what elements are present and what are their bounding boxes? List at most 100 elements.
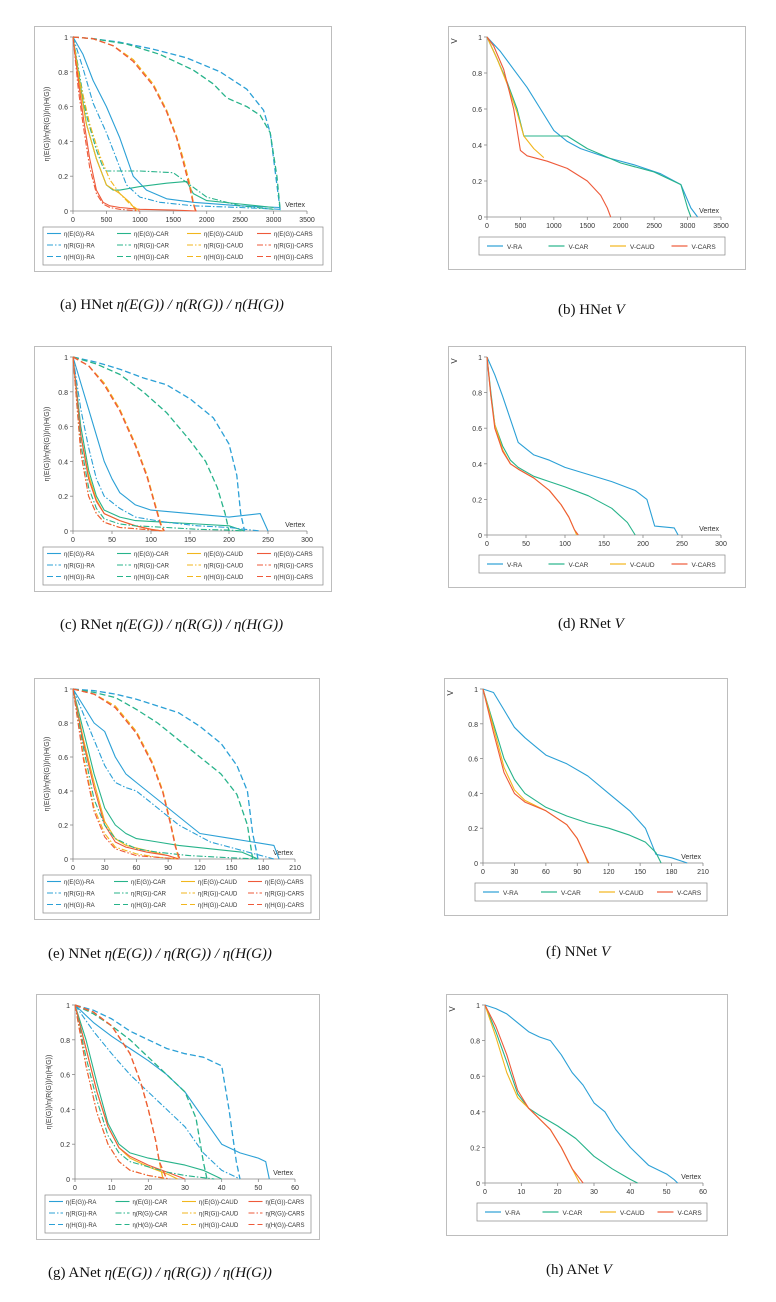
chart-panel-a: 0 0.2 0.4 0.6 0.8 1 0 500 1000 1500 2000 2500 3000 35… — [34, 26, 332, 272]
series-line-v-car — [482, 688, 662, 864]
series-line-h-g-cars — [74, 1004, 168, 1180]
legend-label: η(E(G))-RA — [64, 552, 94, 558]
series-line-v-cars — [486, 356, 579, 536]
legend-label: η(R(G))-RA — [64, 244, 95, 250]
series-line-h-g-cars — [72, 356, 165, 532]
x-tick-label: 1000 — [132, 217, 148, 224]
legend-label: η(H(G))-CAUD — [198, 903, 238, 909]
legend-label: V-CAUD — [619, 890, 644, 897]
series-line-e-g-caud — [72, 356, 163, 532]
legend-label: η(H(G))-CARS — [274, 255, 313, 261]
y-axis-label: η(E(G))/η(R(G))/η(H(G)) — [44, 87, 51, 162]
y-tick-label: 1 — [478, 35, 482, 42]
x-tick-label: 30 — [590, 1189, 598, 1196]
y-tick-label: 0.8 — [58, 390, 68, 397]
chart-g: 00.20.40.60.810 10 20 30 40 50 60Vertexη(E(G))… — [44, 1003, 312, 1234]
x-tick-label: 60 — [542, 869, 550, 876]
y-tick-label: 1 — [476, 1003, 480, 1010]
y-tick-label: 1 — [66, 1003, 70, 1010]
legend-label: V-CAUD — [630, 244, 655, 251]
caption-d-label: (d) RNet — [558, 616, 611, 632]
legend-label: η(R(G))-CARS — [274, 244, 313, 250]
series-line-h-g-car — [74, 1004, 208, 1180]
caption-c-label: (c) RNet — [60, 617, 113, 633]
series-line-h-g-car — [72, 36, 281, 212]
y-tick-label: 0.2 — [60, 1142, 70, 1149]
y-axis-label: V — [450, 358, 459, 364]
legend-box — [474, 882, 708, 902]
series-line-r-g-caud — [74, 1004, 167, 1180]
series-line-r-g-car — [72, 36, 274, 210]
chart-panel-h: 0 0.2 0.4 0.6 0.8 1 0 10 20 30 40 50 60 Vertex V V-RA V-… — [446, 994, 728, 1236]
caption-e-formula: η(E(G)) / η(R(G)) / η(H(G)) — [104, 946, 272, 962]
caption-e: (e) NNet η(E(G)) / η(R(G)) / η(H(G)) — [48, 946, 272, 963]
y-axis-label: V — [446, 690, 455, 696]
series-line-h-g-ra — [72, 356, 246, 532]
legend-label: η(H(G))-RA — [64, 255, 95, 261]
y-tick-label: 0 — [64, 857, 68, 864]
y-tick-label: 1 — [64, 355, 68, 362]
chart-a: 0 0.2 0.4 0.6 0.8 1 0 500 1000 1500 2000 2500 3000 35… — [42, 35, 324, 266]
series-line-e-g-car — [72, 356, 245, 532]
legend-label: η(R(G))-RA — [64, 564, 95, 570]
series-line-r-g-ra — [72, 356, 261, 532]
y-tick-label: 0 — [64, 529, 68, 536]
x-axis-label: Vertex — [285, 522, 305, 529]
chart-panel-c: 0 0.2 0.4 0.6 0.8 1 0 50 100 150 200 250 300 Vertex η(… — [34, 346, 332, 592]
x-tick-label: 210 — [697, 869, 709, 876]
series-line-r-g-cars — [74, 1004, 171, 1180]
legend-label: η(R(G))-CARS — [274, 564, 313, 570]
x-tick-label: 150 — [184, 537, 196, 544]
y-tick-label: 0.4 — [472, 462, 482, 469]
x-tick-label: 120 — [603, 869, 615, 876]
legend-label: η(E(G))-CARS — [274, 552, 313, 558]
y-tick-label: 0.4 — [470, 1110, 480, 1117]
caption-h: (h) ANet V — [546, 1262, 612, 1279]
legend-label: η(R(G))-CAR — [134, 564, 170, 570]
series-line-r-g-ra — [72, 36, 281, 210]
y-tick-label: 0 — [474, 861, 478, 868]
legend-label: η(R(G))-CAUD — [198, 892, 238, 898]
series-line-h-g-car — [72, 356, 230, 532]
legend-label: η(H(G))-CAUD — [204, 255, 244, 261]
y-tick-label: 0.6 — [470, 1074, 480, 1081]
legend-label: η(E(G))-RA — [64, 232, 94, 238]
x-tick-label: 3500 — [299, 217, 315, 224]
x-tick-label: 150 — [226, 865, 238, 872]
x-tick-label: 300 — [715, 541, 727, 548]
legend-label: η(E(G))-CAUD — [204, 552, 244, 558]
y-tick-label: 0.4 — [60, 1107, 70, 1114]
y-tick-label: 0 — [478, 215, 482, 222]
y-tick-label: 0.8 — [472, 71, 482, 78]
legend-label: η(R(G))-CAR — [131, 892, 167, 898]
y-tick-label: 0.2 — [58, 174, 68, 181]
series-line-v-ra — [486, 356, 679, 536]
x-tick-label: 50 — [522, 541, 530, 548]
y-tick-label: 0.2 — [470, 1145, 480, 1152]
x-tick-label: 0 — [73, 1185, 77, 1192]
y-tick-label: 0.8 — [58, 721, 68, 728]
chart-panel-e: 0 0.2 0.4 0.6 0.8 1 0 30 60 90 120 150 180 210 Vertex η… — [34, 678, 320, 920]
legend-label: η(H(G))-RA — [64, 903, 95, 909]
legend-label: η(H(G))-CAUD — [199, 1223, 239, 1229]
caption-g-label: (g) ANet — [48, 1265, 101, 1281]
caption-c-formula: η(E(G)) / η(R(G)) / η(H(G)) — [115, 617, 284, 633]
y-tick-label: 0.6 — [472, 107, 482, 114]
y-tick-label: 0.6 — [60, 1073, 70, 1080]
legend-label: η(H(G))-CAR — [131, 903, 167, 909]
legend-label: η(E(G))-CAUD — [204, 232, 244, 238]
series-line-r-g-caud — [72, 36, 141, 212]
x-tick-label: 100 — [559, 541, 571, 548]
legend-label: V-CARS — [677, 890, 702, 897]
x-tick-label: 200 — [637, 541, 649, 548]
chart-e: 0 0.2 0.4 0.6 0.8 1 0 30 60 90 120 150 180 210 Vertex η… — [42, 687, 312, 914]
series-line-r-g-car — [72, 356, 245, 532]
y-tick-label: 0.2 — [58, 494, 68, 501]
y-tick-label: 0.6 — [468, 757, 478, 764]
x-tick-label: 500 — [101, 217, 113, 224]
legend-label: η(R(G))-CARS — [266, 1212, 305, 1218]
chart-panel-g: 0 0.2 0.4 0.6 0.8 1 0 10 20 30 40 50 60 Vertex η(E(G))… — [36, 994, 320, 1240]
series-line-v-cars — [482, 688, 590, 864]
x-tick-label: 0 — [71, 537, 75, 544]
y-tick-label: 0.2 — [472, 497, 482, 504]
